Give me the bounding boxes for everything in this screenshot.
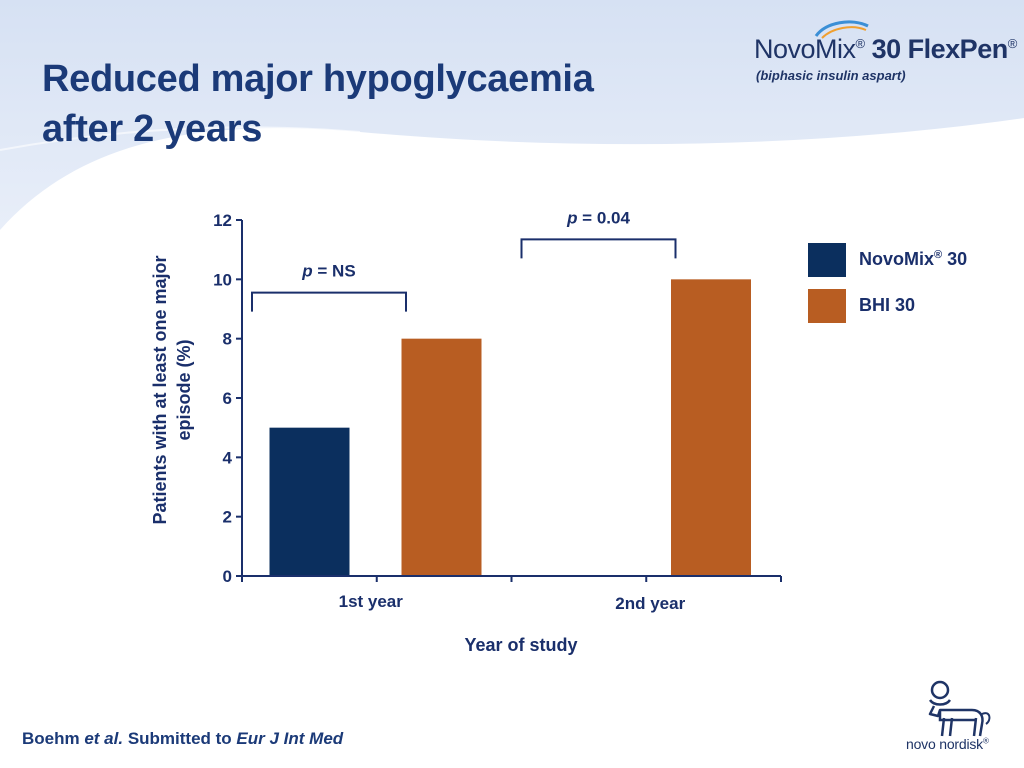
brand-name-part2: 30 FlexPen	[864, 34, 1009, 64]
significance-bracket-0	[251, 291, 407, 312]
y-tick-label-12: 12	[213, 211, 232, 230]
significance-bracket-1	[520, 238, 677, 259]
legend-label-bhi: BHI 30	[859, 295, 916, 315]
y-tick-label-6: 6	[223, 389, 232, 408]
brand-name: NovoMix® 30 FlexPen®	[754, 34, 1017, 65]
legend-swatch-bhi	[808, 289, 846, 323]
y-tick-label-8: 8	[223, 330, 232, 349]
citation-etal: et al.	[84, 729, 124, 748]
y-tick-label-4: 4	[223, 448, 233, 467]
bar-bhi-1	[671, 279, 751, 575]
logo-text: novo nordisk®	[906, 736, 989, 752]
citation-journal: Eur J Int Med	[236, 729, 344, 748]
legend-swatch-novomix	[808, 243, 846, 277]
title-line-2: after 2 years	[42, 108, 263, 150]
y-tick-label-10: 10	[213, 270, 232, 289]
slide-title: Reduced major hypoglycaemia after 2 year…	[42, 54, 702, 154]
y-tick-label-2: 2	[223, 508, 232, 527]
bar-novomix-0	[269, 427, 350, 575]
y-tick-label-0: 0	[223, 567, 232, 586]
significance-label-1: p = 0.04	[566, 208, 630, 227]
title-line-1: Reduced major hypoglycaemia	[42, 58, 594, 100]
brand-subtitle: (biphasic insulin aspart)	[756, 68, 906, 83]
x-tick-label-1: 2nd year	[615, 594, 685, 613]
novo-nordisk-logo: novo nordisk®	[900, 680, 1012, 760]
y-axis-title: Patients with at least one major episode …	[150, 255, 194, 524]
legend-label-novomix: NovoMix® 30	[859, 249, 968, 269]
citation-middle: Submitted to	[123, 729, 237, 748]
brand-logo: NovoMix® 30 FlexPen® (biphasic insulin a…	[748, 14, 1017, 86]
x-tick-label-0: 1st year	[339, 592, 404, 611]
brand-registered-2: ®	[1007, 36, 1018, 51]
apis-bull-icon	[928, 680, 991, 737]
bar-bhi-0	[401, 338, 482, 575]
citation: Boehm et al. Submitted to Eur J Int Med	[22, 729, 343, 749]
citation-author: Boehm	[22, 729, 85, 748]
x-axis-title: Year of study	[464, 635, 577, 655]
brand-registered: ®	[855, 36, 866, 51]
brand-name-part1: NovoMix	[754, 34, 856, 64]
significance-label-0: p = NS	[301, 262, 355, 281]
brand-swoosh-icon	[814, 20, 869, 39]
